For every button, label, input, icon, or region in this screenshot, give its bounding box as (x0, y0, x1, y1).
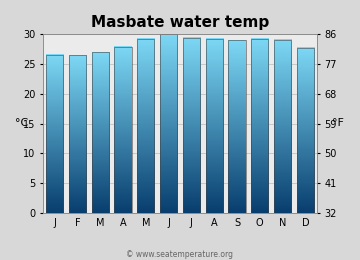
Bar (251, 38, 268, 213)
Bar (69, 55, 86, 213)
Bar (137, 38, 154, 213)
Bar (206, 39, 223, 213)
Bar (183, 38, 200, 213)
Bar (92, 52, 109, 213)
Y-axis label: °F: °F (332, 119, 344, 128)
Title: Masbate water temp: Masbate water temp (91, 15, 269, 30)
Text: © www.seatemperature.org: © www.seatemperature.org (126, 250, 234, 259)
Bar (297, 48, 314, 213)
Bar (274, 40, 291, 213)
Bar (160, 34, 177, 213)
Y-axis label: °C: °C (15, 119, 28, 128)
Bar (114, 47, 131, 213)
Bar (229, 40, 246, 213)
Bar (46, 55, 63, 213)
